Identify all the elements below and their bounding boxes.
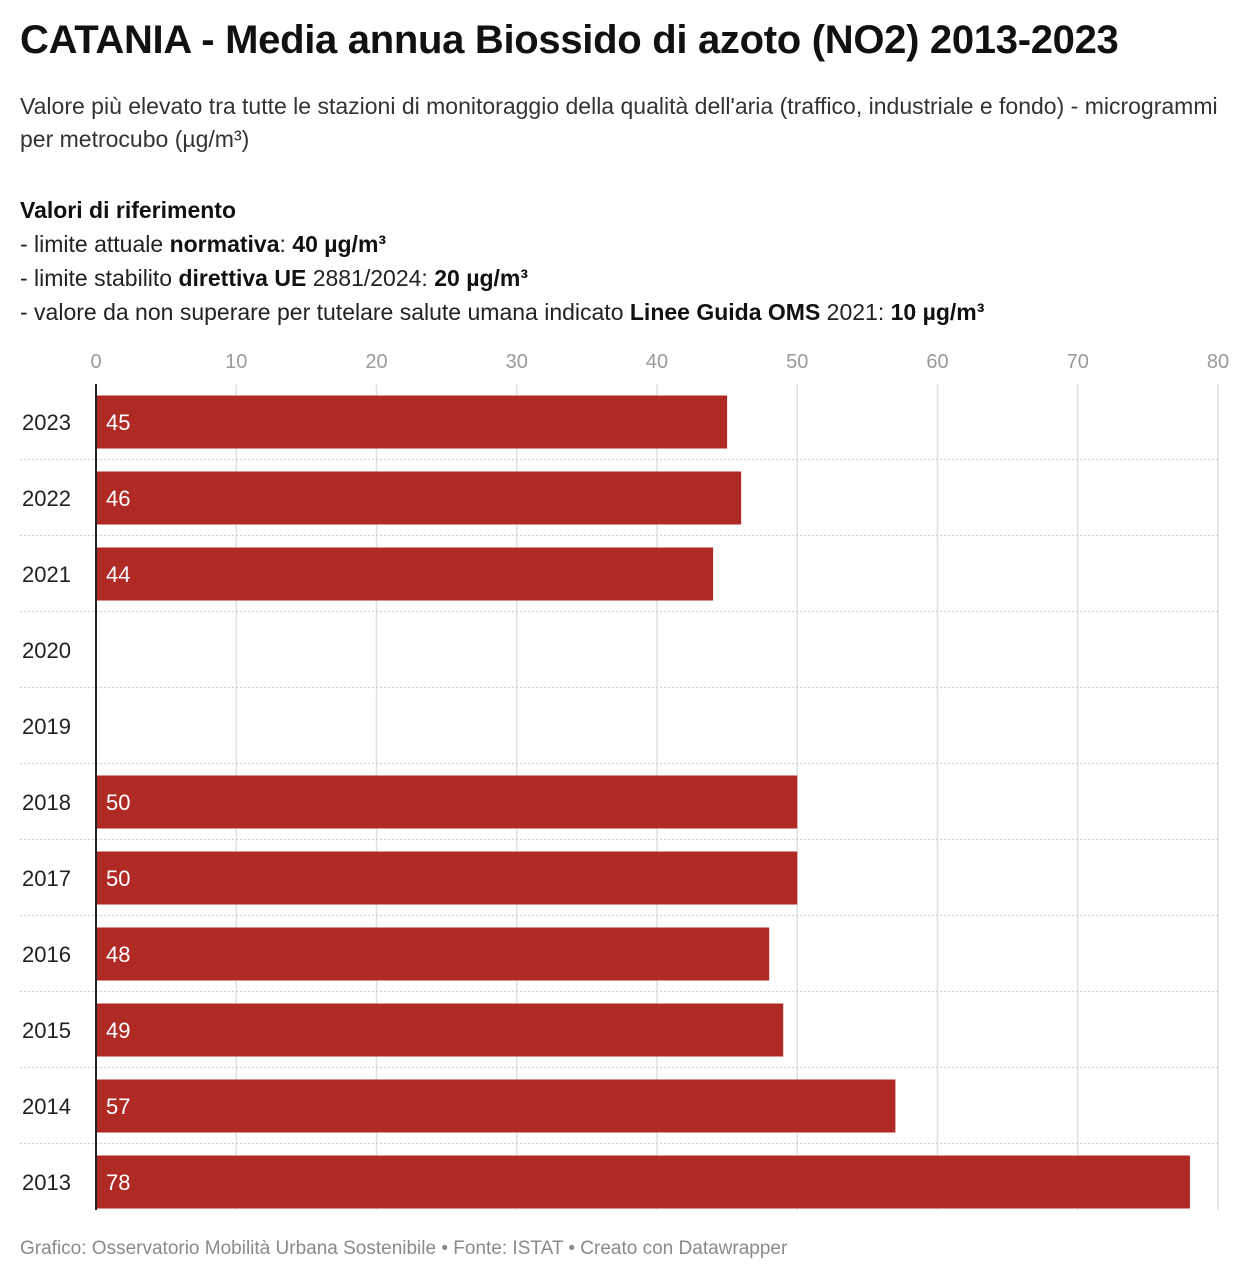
bar-value-label: 48 [106,942,130,967]
x-tick-label: 70 [1067,351,1089,373]
category-label: 2017 [22,866,71,891]
bar [96,395,728,449]
x-tick-label: 30 [506,351,528,373]
category-label: 2013 [22,1170,71,1195]
category-label: 2016 [22,942,71,967]
x-tick-label: 0 [90,351,101,373]
bar-value-label: 46 [106,486,130,511]
category-label: 2023 [22,410,71,435]
footer-credit: Grafico: Osservatorio Mobilità Urbana So… [20,1238,788,1259]
x-tick-label: 40 [646,351,668,373]
bar [96,1079,896,1133]
bar-value-label: 50 [106,866,130,891]
reference-line-normativa: - limite attuale normativa: 40 µg/m³ [20,231,387,257]
bar-value-label: 50 [106,790,130,815]
bar-value-label: 44 [106,562,130,587]
bar-value-label: 57 [106,1094,130,1119]
category-label: 2018 [22,790,71,815]
x-tick-label: 80 [1207,351,1229,373]
bar [96,1003,784,1057]
bar [96,775,798,829]
bar [96,547,714,601]
bar-value-label: 49 [106,1018,130,1043]
category-label: 2021 [22,562,71,587]
category-label: 2022 [22,486,71,511]
bar-value-label: 78 [106,1170,130,1195]
bar-value-label: 45 [106,410,130,435]
reference-values-note: Valori di riferimento - limite attuale n… [20,193,984,329]
x-tick-label: 10 [225,351,247,373]
category-label: 2019 [22,714,71,739]
bar-chart: 0 10 20 30 40 50 60 70 80 2023 45 2022 46 2021 44 2020 2… [20,351,1229,1210]
chart-subtitle: Valore più elevato tra tutte le stazioni… [20,93,1218,152]
reference-values-heading: Valori di riferimento [20,197,236,223]
x-tick-label: 20 [365,351,387,373]
bar [96,1155,1190,1209]
bar [96,471,742,525]
x-tick-label: 50 [786,351,808,373]
reference-line-direttiva: - limite stabilito direttiva UE 2881/202… [20,265,528,291]
chart-title: CATANIA - Media annua Biossido di azoto … [20,18,1119,62]
bar [96,927,770,981]
x-tick-label: 60 [926,351,948,373]
category-label: 2014 [22,1094,71,1119]
category-label: 2020 [22,638,71,663]
reference-line-oms: - valore da non superare per tutelare sa… [20,299,985,325]
bar [96,851,798,905]
category-label: 2015 [22,1018,71,1043]
